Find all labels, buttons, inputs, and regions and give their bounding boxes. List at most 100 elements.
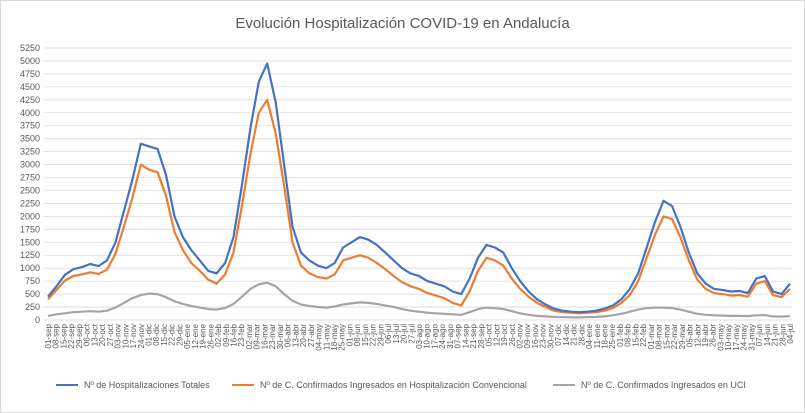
x-tick-label: 21-jun [771,324,780,346]
x-tick-label: 22-jun [369,324,378,346]
x-tick-label: 19-ene [199,323,208,348]
x-tick-label: 02-nov [515,324,524,348]
x-tick-label: 20-oct [98,323,107,346]
x-tick-label: 24-may [740,324,749,351]
x-tick-label: 03-ago [415,323,424,348]
x-tick-label: 01-feb [616,323,625,346]
x-tick-label: 30-nov [546,324,555,348]
x-tick-label: 25-may [338,324,347,351]
y-tick-label: 4500 [20,82,40,92]
x-tick-label: 07-jun [755,324,764,346]
y-tick-label: 750 [25,276,40,286]
x-tick-label: 11-may [322,324,331,350]
legend-swatch-uci [553,384,575,386]
x-tick-label: 17-may [732,324,741,351]
x-tick-label: 21-sep [469,323,478,348]
x-tick-label: 13-oct [90,323,99,346]
x-tick-label: 29-dic [175,324,184,346]
x-tick-label: 15-mar [662,324,671,350]
x-tick-label: 14-sep [461,323,470,348]
x-tick-label: 03-may [716,324,725,351]
x-tick-label: 07-dic [554,324,563,346]
y-axis-ticks: 0 250 500 750 1000 1250 1500 1750 2000 2250 2500 27… [20,43,40,325]
y-tick-label: 1000 [20,263,40,273]
x-tick-label: 14-dic [562,324,571,346]
y-tick-label: 2000 [20,211,40,221]
x-tick-label: 28-jun [778,324,787,346]
x-tick-label: 04-jul [786,324,795,344]
x-tick-label: 29-sep [75,323,84,348]
x-tick-label: 08-dic [152,324,161,346]
x-tick-label: 09-feb [222,323,231,346]
x-tick-label: 01-sep [44,323,53,348]
x-tick-label: 26-abr [709,324,718,347]
series-line [47,281,791,319]
x-tick-label: 05-ene [183,323,192,348]
y-tick-label: 1750 [20,224,40,234]
x-tick-label: 20-abr [299,324,308,347]
legend-item-uci: Nº de C. Confirmados Ingresados en UCI [553,380,746,390]
legend: Nº de Hospitalizaciones Totales Nº de C.… [0,380,805,400]
x-tick-label: 12-oct [492,323,501,346]
x-tick-label: 23-mar [268,324,277,350]
x-tick-label: 15-dic [160,324,169,346]
x-tick-label: 24-ago [438,323,447,348]
x-tick-label: 05-oct [485,323,494,346]
x-tick-label: 22-dic [168,324,177,346]
chart-title: Evolución Hospitalización COVID-19 en An… [235,15,570,32]
y-tick-label: 1500 [20,237,40,247]
x-tick-label: 01-dic [144,324,153,346]
y-tick-label: 1250 [20,250,40,260]
x-tick-label: 15-sep [59,323,68,348]
y-tick-label: 0 [35,315,40,325]
legend-item-totales: Nº de Hospitalizaciones Totales [56,380,210,390]
x-tick-label: 12-abr [693,324,702,347]
x-tick-label: 08-mar [655,324,664,350]
legend-swatch-totales [56,384,78,386]
x-tick-label: 26-ene [206,323,215,348]
x-tick-label: 19-oct [500,323,509,346]
legend-item-convencional: Nº de C. Confirmados Ingresados en Hospi… [232,380,527,390]
x-tick-label: 12-ene [191,323,200,348]
x-tick-label: 25-ene [608,323,617,348]
x-tick-label: 09-mar [253,324,262,350]
x-tick-label: 14-jun [763,324,772,346]
x-tick-label: 08-feb [624,323,633,346]
y-tick-label: 3000 [20,160,40,170]
x-tick-label: 06-abr [284,324,293,347]
series-lines [47,62,791,319]
x-tick-label: 15-feb [631,323,640,346]
x-tick-label: 20-jul [400,324,409,344]
x-tick-label: 21-dic [570,324,579,346]
x-tick-label: 22-sep [67,323,76,348]
x-tick-label: 31-ago [446,323,455,348]
gridlines [44,47,792,321]
legend-label-convencional: Nº de C. Confirmados Ingresados en Hospi… [260,380,527,390]
x-tick-label: 29-mar [678,324,687,350]
x-tick-label: 06-jul [384,324,393,344]
y-tick-label: 3750 [20,121,40,131]
x-tick-label: 05-abr [686,324,695,347]
x-tick-label: 22-mar [670,324,679,350]
series-line [47,62,791,314]
x-tick-label: 08-jun [353,324,362,346]
x-tick-label: 04-may [315,324,324,351]
legend-label-uci: Nº de C. Confirmados Ingresados en UCI [581,380,746,390]
y-tick-label: 2750 [20,173,40,183]
x-tick-label: 18-ene [601,323,610,348]
x-tick-label: 16-feb [230,323,239,346]
x-tick-label: 19-abr [701,324,710,347]
x-tick-label: 04-ene [585,323,594,348]
x-tick-label: 09-nov [523,324,532,348]
x-tick-label: 03-nov [114,324,123,348]
y-tick-label: 5250 [20,43,40,53]
x-tick-label: 01-jun [345,324,354,346]
x-tick-label: 08-sep [52,323,61,348]
y-tick-label: 4250 [20,95,40,105]
y-tick-label: 500 [25,289,40,299]
x-tick-label: 17-nov [129,324,138,348]
x-tick-label: 13-abr [291,324,300,347]
x-tick-label: 29-jun [376,324,385,346]
y-tick-label: 5000 [20,56,40,66]
x-tick-label: 27-abr [307,324,316,347]
